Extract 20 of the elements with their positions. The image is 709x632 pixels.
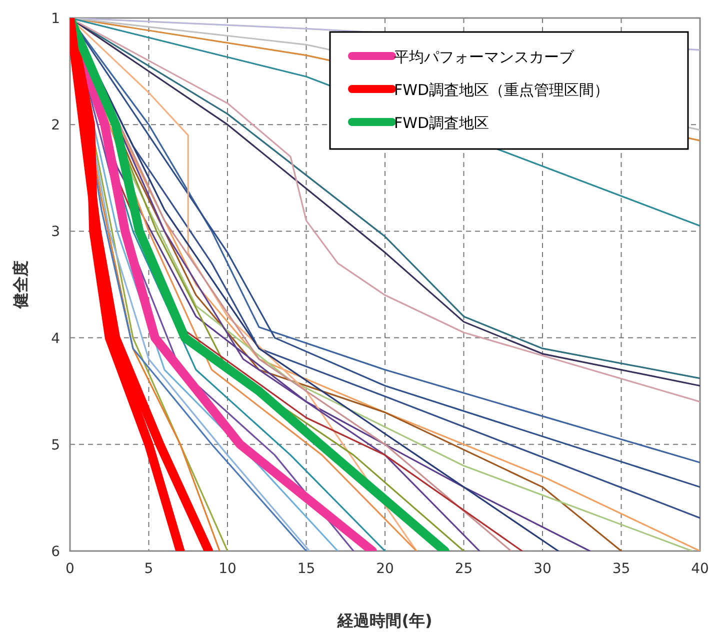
x-tick-label: 20	[376, 561, 394, 577]
legend-label: FWD調査地区	[394, 114, 490, 132]
legend-label: 平均パフォーマンスカーブ	[394, 48, 575, 66]
x-tick-label: 10	[218, 561, 236, 577]
y-tick-label: 4	[51, 330, 60, 347]
y-tick-label: 1	[51, 11, 60, 27]
x-tick-label: 30	[534, 561, 552, 577]
x-tick-label: 40	[691, 561, 709, 577]
x-tick-label: 0	[66, 561, 74, 577]
y-tick-label: 3	[51, 224, 60, 240]
x-tick-label: 25	[454, 561, 473, 577]
y-axis-title: 健全度	[11, 260, 30, 310]
x-axis-title: 経過時間(年)	[336, 611, 432, 630]
y-tick-label: 6	[51, 544, 60, 560]
y-tick-label: 2	[51, 118, 60, 134]
y-tick-label: 5	[51, 437, 60, 454]
x-tick-label: 5	[144, 561, 154, 577]
x-tick-label: 35	[612, 561, 630, 577]
x-tick-label: 15	[297, 561, 316, 577]
legend-label: FWD調査地区（重点管理区間）	[394, 81, 610, 99]
